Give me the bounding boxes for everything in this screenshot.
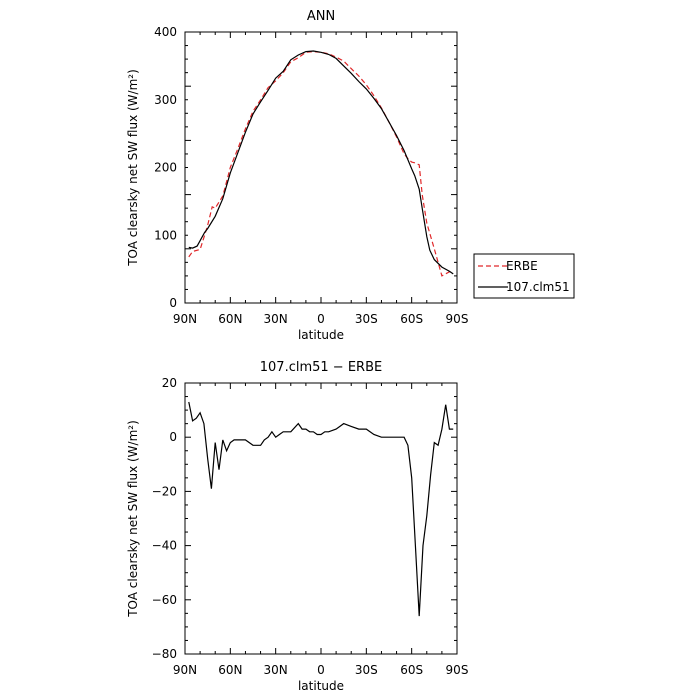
plot-frame bbox=[184, 31, 458, 304]
x-tick-label: 60S bbox=[400, 312, 423, 326]
x-tick-label: 60N bbox=[218, 663, 242, 677]
legend-label-erbe: ERBE bbox=[506, 259, 538, 273]
y-tick-label: −20 bbox=[152, 484, 177, 498]
y-axis-label: TOA clearsky net SW flux (W/m²) bbox=[126, 69, 140, 267]
y-tick-label: 0 bbox=[169, 296, 177, 310]
x-axis-label: latitude bbox=[298, 679, 344, 693]
x-tick-label: 30S bbox=[355, 663, 378, 677]
series-line-0 bbox=[188, 401, 454, 617]
y-tick-label: 0 bbox=[169, 430, 177, 444]
top-chart-panel: 90N 60N 30N 0 30S 60S 90S 0 100 200 300 400 ANN latit… bbox=[126, 9, 468, 342]
x-axis-label: latitude bbox=[298, 328, 344, 342]
y-tick-label: 20 bbox=[162, 376, 177, 390]
chart-title: 107.clm51 − ERBE bbox=[260, 360, 382, 375]
plot-frame bbox=[184, 382, 458, 655]
y-axis-label: TOA clearsky net SW flux (W/m²) bbox=[126, 420, 140, 618]
bottom-chart-panel: 90N 60N 30N 0 30S 60S 90S −80 −60 −40 −20 0 20 107.cl… bbox=[126, 360, 468, 693]
series-line-1 bbox=[188, 50, 454, 275]
x-tick-label: 90N bbox=[173, 663, 197, 677]
x-tick-label: 90N bbox=[173, 312, 197, 326]
x-tick-label: 90S bbox=[446, 663, 469, 677]
chart-legend: ERBE 107.clm51 bbox=[473, 253, 575, 299]
y-tick-label: 200 bbox=[154, 161, 177, 175]
x-tick-label: 0 bbox=[317, 663, 325, 677]
y-tick-label: −60 bbox=[152, 593, 177, 607]
chart-title: ANN bbox=[307, 9, 335, 24]
x-tick-label: 0 bbox=[317, 312, 325, 326]
y-tick-label: 400 bbox=[154, 25, 177, 39]
y-tick-label: 100 bbox=[154, 228, 177, 242]
series-line-0 bbox=[188, 50, 454, 277]
x-tick-label: 60S bbox=[400, 663, 423, 677]
y-tick-label: −40 bbox=[152, 539, 177, 553]
x-tick-label: 90S bbox=[446, 312, 469, 326]
legend-box bbox=[473, 253, 575, 299]
x-tick-label: 30N bbox=[264, 663, 288, 677]
y-tick-label: 300 bbox=[154, 93, 177, 107]
x-tick-label: 30N bbox=[264, 312, 288, 326]
x-tick-label: 60N bbox=[218, 312, 242, 326]
x-tick-label: 30S bbox=[355, 312, 378, 326]
y-tick-label: −80 bbox=[152, 647, 177, 661]
legend-label-model: 107.clm51 bbox=[506, 280, 570, 294]
